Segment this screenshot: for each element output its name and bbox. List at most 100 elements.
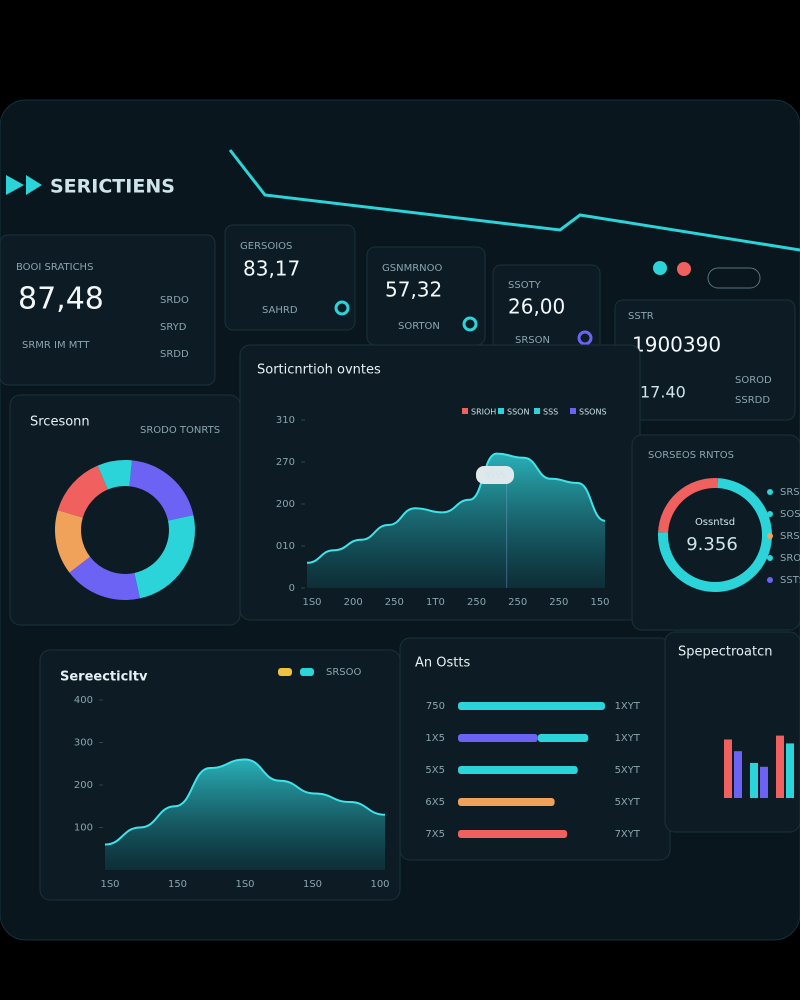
y-tick-label: 300 — [74, 738, 93, 749]
bar — [458, 702, 605, 710]
column — [776, 735, 784, 798]
area-line — [306, 452, 606, 564]
panel-title: Sorticnrtioh ovntes — [257, 363, 381, 378]
bar-note: 1XYT — [615, 733, 641, 744]
y-tick-label: 200 — [74, 780, 93, 791]
kpi-footer: SRMR IM MTT — [22, 340, 90, 351]
status-icon[interactable] — [653, 261, 667, 275]
x-tick-label: 200 — [344, 597, 363, 608]
panel-title: An Ostts — [415, 656, 470, 671]
bar-label: 5X5 — [425, 765, 445, 776]
bar — [458, 798, 555, 806]
legend-swatch — [462, 408, 468, 414]
legend-swatch — [278, 668, 292, 676]
menu-button[interactable] — [707, 267, 761, 289]
accent-line — [228, 149, 800, 252]
area-chart: 0 010 200 270 310 1S0 200 250 1T0 250 250 250 150 SSS… — [276, 408, 610, 609]
y-tick-label: 270 — [276, 457, 295, 468]
icon — [462, 316, 478, 332]
kpi-label: BOOI SRATICHS — [16, 262, 93, 273]
x-tick-label: 1S0 — [302, 597, 321, 608]
area-line — [104, 758, 386, 846]
x-tick-label: 1S0 — [100, 879, 119, 890]
icon — [577, 330, 593, 346]
x-tick-label: 1T0 — [426, 597, 445, 608]
kpi-label: SSOTY — [508, 280, 542, 291]
bar-note: 5XYT — [615, 765, 641, 776]
column — [786, 743, 794, 798]
kpi-side: SRDO — [160, 295, 189, 306]
x-tick-label: 150 — [590, 597, 609, 608]
ring-segment — [69, 556, 140, 600]
bar — [458, 830, 568, 838]
legend-swatch — [498, 408, 504, 414]
column — [724, 739, 732, 798]
kpi-value: 87,48 — [18, 282, 104, 317]
y-tick-label: 0 — [289, 583, 295, 594]
legend-label: SSONS — [579, 408, 607, 417]
legend-label: SSON — [507, 408, 529, 417]
icon — [334, 300, 350, 316]
bar — [458, 734, 538, 742]
kpi-card — [224, 224, 356, 331]
x-tick-label: 250 — [549, 597, 568, 608]
legend-label: SRIOH — [471, 408, 496, 417]
legend-label: SRSD — [780, 531, 800, 542]
alert-icon[interactable] — [677, 262, 691, 276]
x-tick-label: 1S0 — [235, 879, 254, 890]
ring-segment — [658, 478, 772, 592]
x-tick-label: 1S0 — [303, 879, 322, 890]
panel-title: Srcesonn — [30, 415, 90, 430]
legend-dot — [767, 555, 773, 561]
x-tick-label: 250 — [467, 597, 486, 608]
y-tick-label: 100 — [74, 823, 93, 834]
ring-segment — [57, 465, 109, 519]
column — [734, 751, 742, 798]
logo — [6, 175, 42, 195]
y-tick-label: 200 — [276, 499, 295, 510]
kpi-footer: SRSON — [515, 335, 550, 346]
bar-note: 5XYT — [615, 797, 641, 808]
ring-segment — [658, 478, 718, 533]
kpi-side: SRDD — [160, 349, 189, 360]
tooltip-text: SSSS — [485, 471, 505, 480]
kpi-card — [0, 234, 216, 386]
kpi-value: 26,00 — [508, 295, 565, 319]
app-title: SERICTIENS — [50, 176, 175, 198]
legend-swatch — [300, 668, 314, 676]
kpi-value: 83,17 — [243, 257, 300, 281]
legend-dot — [767, 533, 773, 539]
legend-swatch — [570, 408, 576, 414]
donut-chart — [55, 460, 195, 600]
legend-dot — [767, 577, 773, 583]
kpi-side: SOROD — [735, 375, 772, 386]
bar-label: 750 — [426, 701, 445, 712]
legend-label: SRSO — [780, 487, 800, 498]
kpi-label: SSTR — [628, 311, 654, 322]
panel-legend: SRODO TONRTS — [140, 425, 220, 436]
gauge-value: 9.356 — [686, 534, 738, 555]
bar-label: 6X5 — [425, 797, 445, 808]
bar-label: 7X5 — [425, 829, 445, 840]
ring-segment — [55, 510, 91, 573]
legend-dot — [767, 511, 773, 517]
bar-note: 7XYT — [615, 829, 641, 840]
x-tick-label: 100 — [370, 879, 389, 890]
area-chart: 100 200 300 400 1S0 150 1S0 1S0 100 — [74, 695, 390, 890]
ring-segment — [133, 515, 195, 599]
bar-note: 1XYT — [615, 701, 641, 712]
panel — [399, 637, 671, 861]
panel-title: SORSEOS RNTOS — [648, 450, 734, 461]
y-tick-label: 010 — [276, 541, 295, 552]
bar — [537, 734, 589, 742]
tooltip-box — [476, 466, 514, 484]
area — [105, 759, 385, 870]
ring-segment — [128, 460, 194, 522]
y-tick-label: 310 — [276, 415, 295, 426]
kpi-footer: SAHRD — [262, 305, 298, 316]
